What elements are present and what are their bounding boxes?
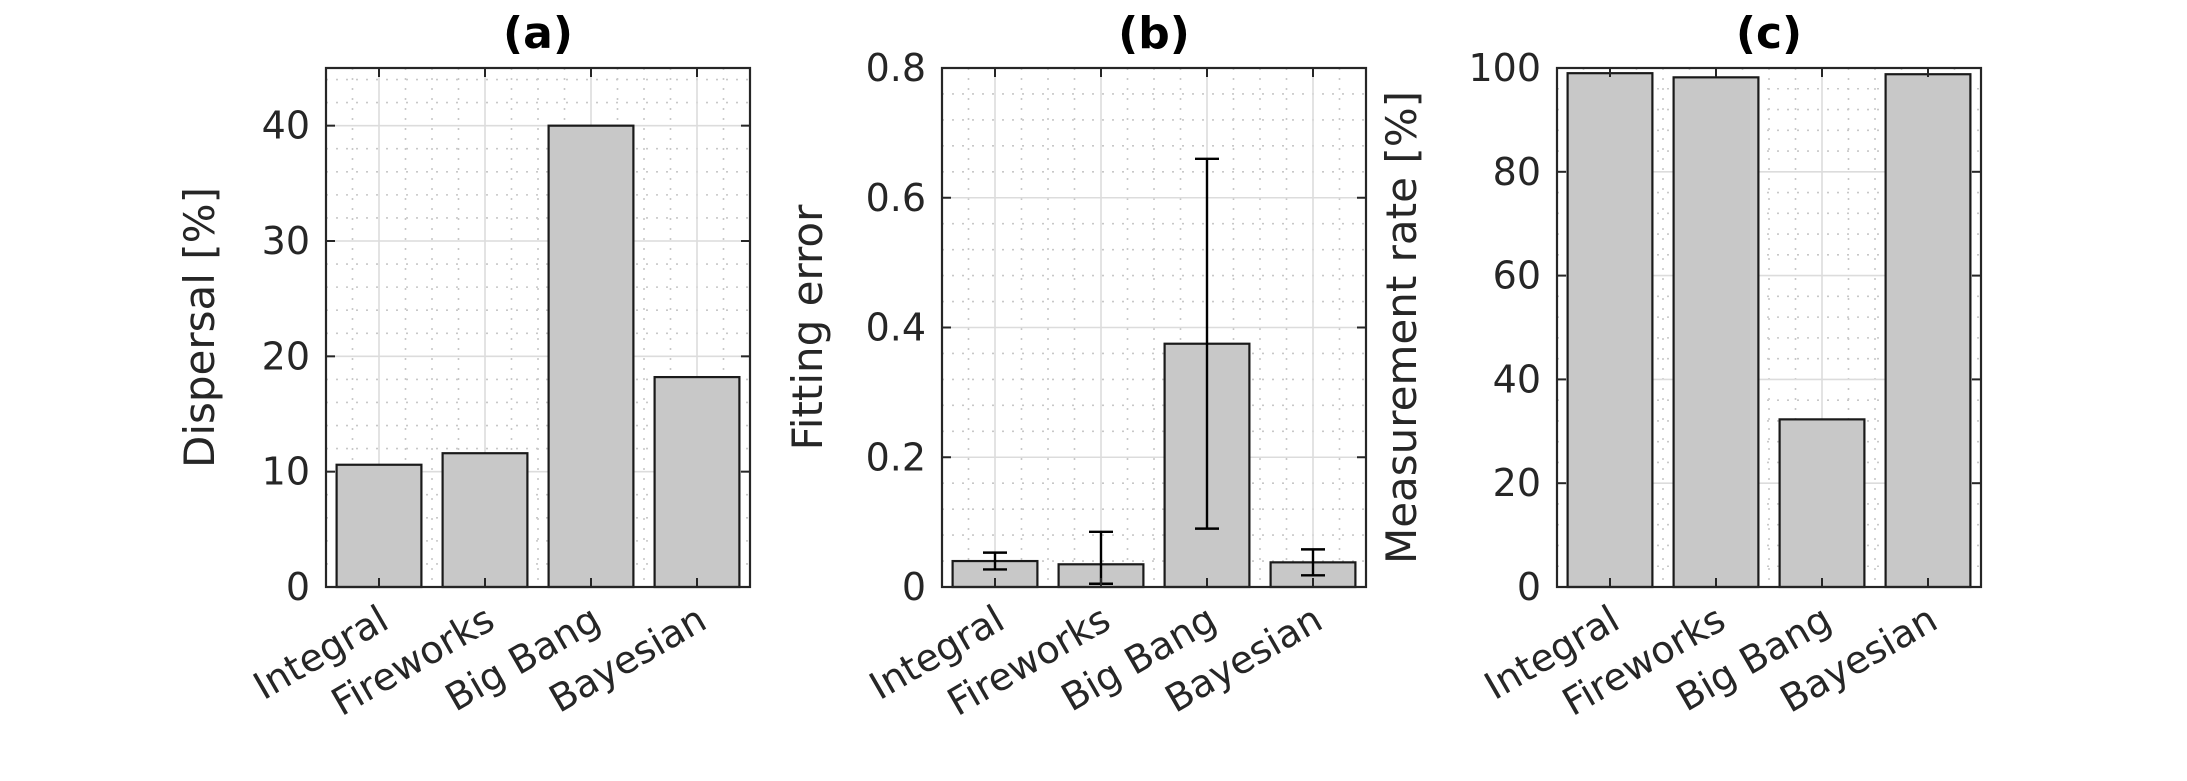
y-tick-label: 20: [1493, 461, 1541, 505]
y-tick-label: 0.2: [866, 435, 926, 479]
y-tick-label: 10: [262, 450, 310, 494]
y-tick-label: 40: [262, 104, 310, 148]
bar-integral: [1566, 72, 1654, 589]
y-tick-label: 0: [1517, 565, 1541, 609]
chart-title: (c): [1736, 8, 1802, 59]
y-tick-label: 20: [262, 334, 310, 378]
y-tick-label: 0.8: [866, 46, 926, 90]
bar-bayesian: [1884, 73, 1972, 589]
y-tick-label: 30: [262, 219, 310, 263]
y-tick-label: 0.6: [866, 176, 926, 220]
bar-big-bang: [547, 124, 635, 589]
y-axis-label: Fitting error: [783, 204, 832, 450]
bar-fireworks: [1672, 76, 1760, 589]
y-tick-label: 100: [1468, 46, 1541, 90]
y-tick-label: 80: [1493, 150, 1541, 194]
chart-title: (b): [1118, 8, 1190, 59]
bar-fireworks: [441, 452, 529, 589]
y-tick-label: 60: [1493, 254, 1541, 298]
y-tick-label: 0: [286, 565, 310, 609]
y-axis-label: Dispersal [%]: [175, 187, 224, 468]
axes-frame: [1555, 66, 1983, 589]
y-tick-label: 40: [1493, 357, 1541, 401]
y-tick-label: 0: [902, 565, 926, 609]
bar-integral: [335, 463, 423, 589]
bar-bayesian: [653, 375, 741, 589]
bar-big-bang: [1778, 418, 1866, 589]
y-axis-label: Measurement rate [%]: [1377, 91, 1426, 564]
chart-title: (a): [503, 8, 573, 59]
y-tick-label: 0.4: [866, 306, 926, 350]
axes-frame: [324, 66, 752, 589]
